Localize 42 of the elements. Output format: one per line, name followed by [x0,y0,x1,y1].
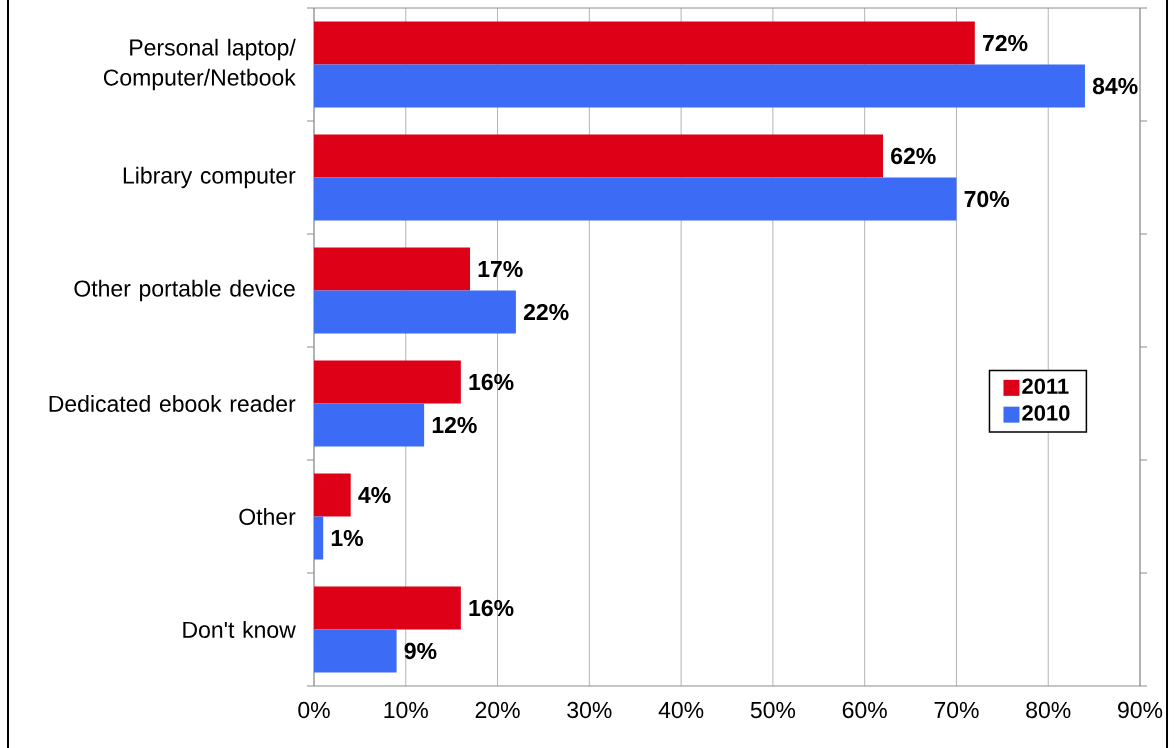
data-label: 12% [432,416,477,434]
data-label: 84% [1092,77,1138,95]
data-label: 1% [331,529,364,547]
data-label: 16% [469,373,514,391]
x-tick-label: 10% [384,701,428,719]
legend-label: 2010 [1022,405,1070,421]
y-tick-label: Don't know [183,621,296,638]
data-label: 72% [982,34,1028,52]
data-label: 70% [964,190,1010,208]
bar [314,247,471,291]
legend-label: 2011 [1022,378,1069,395]
x-tick-label: 60% [842,701,887,719]
bar [314,134,884,178]
data-label: 17% [478,260,523,278]
data-label: 16% [469,599,514,617]
x-tick-label: 30% [567,701,612,719]
data-label: 4% [358,486,391,504]
x-tick-label: 80% [1026,701,1071,719]
bar [314,21,975,65]
bar [314,473,351,517]
bar [314,586,461,630]
bar [314,403,425,447]
bar [314,177,957,221]
x-tick-label: 70% [934,701,979,719]
y-tick-label: Other [239,508,296,525]
bar [314,360,461,404]
y-tick-label: Library computer [123,166,296,189]
y-tick-label: Personal laptop/ Computer/Netbook [103,38,296,91]
bar [314,290,516,334]
bar [314,64,1085,108]
y-tick-label: Dedicated ebook reader [49,395,296,412]
x-tick-label: 0% [298,701,330,719]
x-tick-label: 20% [475,701,520,719]
x-tick-label: 90% [1118,701,1163,719]
x-tick-label: 50% [750,701,796,719]
bar [314,516,324,560]
y-tick-label: Other portable device [74,279,295,302]
x-tick-label: 40% [658,701,704,719]
data-label: 9% [404,642,437,660]
bar [314,629,397,673]
data-label: 62% [891,147,936,165]
data-label: 22% [523,303,569,321]
